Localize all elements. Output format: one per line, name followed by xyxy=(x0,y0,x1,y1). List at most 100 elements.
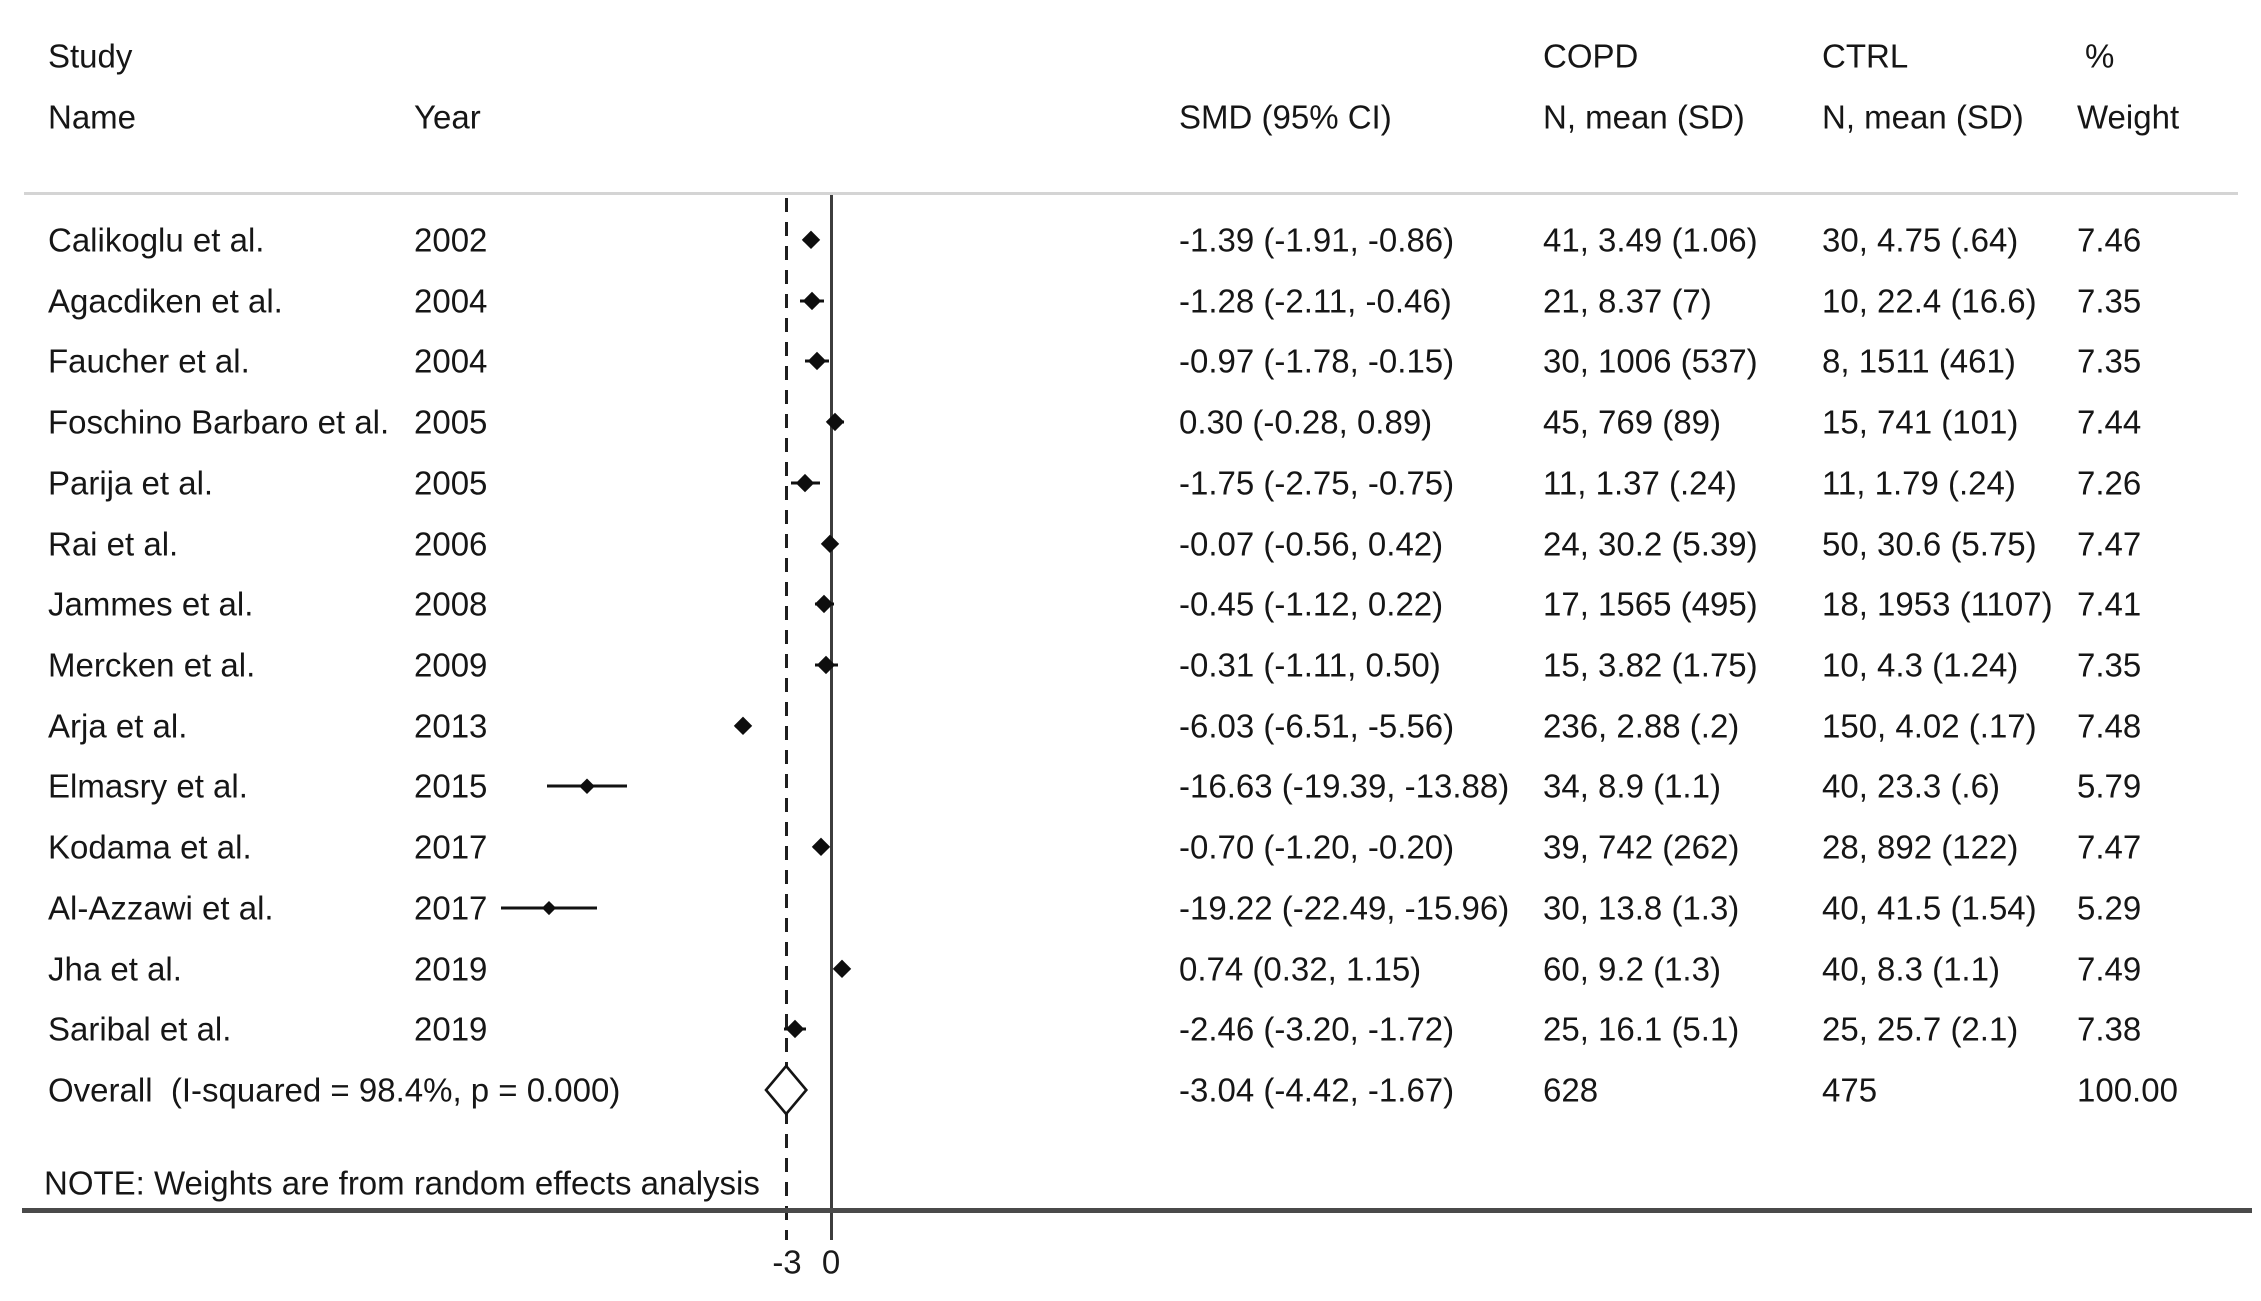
study-copd-n: 17, 1565 (495) xyxy=(1543,585,1758,623)
header-ctrl-n-mean: N, mean (SD) xyxy=(1822,98,2024,136)
study-weight: 7.44 xyxy=(2077,403,2142,441)
study-smd-ci: -19.22 (-22.49, -15.96) xyxy=(1179,889,1510,927)
study-year: 2002 xyxy=(414,221,488,259)
study-year: 2019 xyxy=(414,950,488,988)
overall-diamond xyxy=(766,1066,806,1114)
study-copd-n: 45, 769 (89) xyxy=(1543,403,1721,441)
header-divider-rule xyxy=(24,192,2238,195)
study-weight: 7.47 xyxy=(2077,828,2142,866)
study-weight: 7.38 xyxy=(2077,1010,2142,1048)
study-name: Kodama et al. xyxy=(48,828,252,866)
study-name: Foschino Barbaro et al. xyxy=(48,403,390,441)
study-weight: 7.26 xyxy=(2077,464,2142,502)
study-smd-ci: -16.63 (-19.39, -13.88) xyxy=(1179,767,1510,805)
study-copd-n: 236, 2.88 (.2) xyxy=(1543,707,1740,745)
weights-note: NOTE: Weights are from random effects an… xyxy=(44,1164,760,1202)
study-year: 2015 xyxy=(414,767,488,805)
header-copd-group: COPD xyxy=(1543,37,1639,75)
header-smd-ci: SMD (95% CI) xyxy=(1179,98,1392,136)
study-smd-ci: -2.46 (-3.20, -1.72) xyxy=(1179,1010,1455,1048)
overall-copd-n: 628 xyxy=(1543,1071,1599,1109)
study-smd-ci: -1.39 (-1.91, -0.86) xyxy=(1179,221,1455,259)
study-weight: 7.47 xyxy=(2077,525,2142,563)
overall-dashed-line xyxy=(784,198,788,1240)
study-ctrl-n: 18, 1953 (1107) xyxy=(1822,585,2053,623)
study-ctrl-n: 10, 4.3 (1.24) xyxy=(1822,646,2019,684)
study-name: Al-Azzawi et al. xyxy=(48,889,274,927)
header-copd-n-mean: N, mean (SD) xyxy=(1543,98,1745,136)
study-ctrl-n: 10, 22.4 (16.6) xyxy=(1822,282,2037,320)
study-copd-n: 11, 1.37 (.24) xyxy=(1543,464,1737,502)
study-weight: 5.79 xyxy=(2077,767,2142,805)
study-ctrl-n: 40, 41.5 (1.54) xyxy=(1822,889,2037,927)
axis-baseline-rule xyxy=(22,1208,2252,1213)
study-copd-n: 21, 8.37 (7) xyxy=(1543,282,1712,320)
study-name: Calikoglu et al. xyxy=(48,221,265,259)
study-ctrl-n: 40, 23.3 (.6) xyxy=(1822,767,2000,805)
study-name: Saribal et al. xyxy=(48,1010,232,1048)
null-effect-line xyxy=(829,195,833,1240)
study-name: Parija et al. xyxy=(48,464,214,502)
study-copd-n: 24, 30.2 (5.39) xyxy=(1543,525,1758,563)
overall-ctrl-n: 475 xyxy=(1822,1071,1878,1109)
study-weight: 5.29 xyxy=(2077,889,2142,927)
study-name: Faucher et al. xyxy=(48,342,250,380)
study-smd-ci: -6.03 (-6.51, -5.56) xyxy=(1179,707,1455,745)
study-name: Mercken et al. xyxy=(48,646,256,684)
study-copd-n: 39, 742 (262) xyxy=(1543,828,1740,866)
study-copd-n: 30, 13.8 (1.3) xyxy=(1543,889,1740,927)
study-year: 2004 xyxy=(414,342,488,380)
overall-weight: 100.00 xyxy=(2077,1071,2178,1109)
study-name: Jha et al. xyxy=(48,950,182,988)
study-year: 2004 xyxy=(414,282,488,320)
header-year: Year xyxy=(414,98,481,136)
header-ctrl-group: CTRL xyxy=(1822,37,1909,75)
study-ctrl-n: 30, 4.75 (.64) xyxy=(1822,221,2019,259)
study-smd-ci: 0.30 (-0.28, 0.89) xyxy=(1179,403,1433,441)
study-ctrl-n: 11, 1.79 (.24) xyxy=(1822,464,2016,502)
study-weight: 7.41 xyxy=(2077,585,2142,623)
study-copd-n: 41, 3.49 (1.06) xyxy=(1543,221,1758,259)
study-year: 2013 xyxy=(414,707,488,745)
header-study: Study xyxy=(48,37,133,75)
study-ctrl-n: 25, 25.7 (2.1) xyxy=(1822,1010,2019,1048)
study-ctrl-n: 150, 4.02 (.17) xyxy=(1822,707,2037,745)
study-ctrl-n: 50, 30.6 (5.75) xyxy=(1822,525,2037,563)
study-weight: 7.35 xyxy=(2077,646,2142,684)
study-copd-n: 34, 8.9 (1.1) xyxy=(1543,767,1721,805)
study-weight: 7.48 xyxy=(2077,707,2142,745)
study-ctrl-n: 28, 892 (122) xyxy=(1822,828,2019,866)
study-smd-ci: -0.07 (-0.56, 0.42) xyxy=(1179,525,1444,563)
header-name: Name xyxy=(48,98,137,136)
study-ctrl-n: 15, 741 (101) xyxy=(1822,403,2019,441)
study-smd-ci: -0.97 (-1.78, -0.15) xyxy=(1179,342,1455,380)
x-tick-label: -3 xyxy=(772,1243,802,1281)
study-smd-ci: -0.70 (-1.20, -0.20) xyxy=(1179,828,1455,866)
x-tick-label: 0 xyxy=(821,1243,841,1281)
study-year: 2019 xyxy=(414,1010,488,1048)
study-year: 2017 xyxy=(414,828,488,866)
study-copd-n: 60, 9.2 (1.3) xyxy=(1543,950,1721,988)
study-smd-ci: -1.28 (-2.11, -0.46) xyxy=(1179,282,1452,320)
study-year: 2017 xyxy=(414,889,488,927)
header-weight: Weight xyxy=(2077,98,2180,136)
study-name: Agacdiken et al. xyxy=(48,282,283,320)
study-year: 2006 xyxy=(414,525,488,563)
study-weight: 7.49 xyxy=(2077,950,2142,988)
header-percent: % xyxy=(2085,37,2115,75)
study-year: 2008 xyxy=(414,585,488,623)
overall-smd-ci: -3.04 (-4.42, -1.67) xyxy=(1179,1071,1455,1109)
study-smd-ci: -1.75 (-2.75, -0.75) xyxy=(1179,464,1455,502)
study-ctrl-n: 8, 1511 (461) xyxy=(1822,342,2016,380)
study-name: Arja et al. xyxy=(48,707,188,745)
study-year: 2009 xyxy=(414,646,488,684)
study-ctrl-n: 40, 8.3 (1.1) xyxy=(1822,950,2000,988)
study-name: Jammes et al. xyxy=(48,585,254,623)
study-copd-n: 15, 3.82 (1.75) xyxy=(1543,646,1758,684)
study-weight: 7.46 xyxy=(2077,221,2142,259)
study-year: 2005 xyxy=(414,403,488,441)
study-copd-n: 25, 16.1 (5.1) xyxy=(1543,1010,1740,1048)
